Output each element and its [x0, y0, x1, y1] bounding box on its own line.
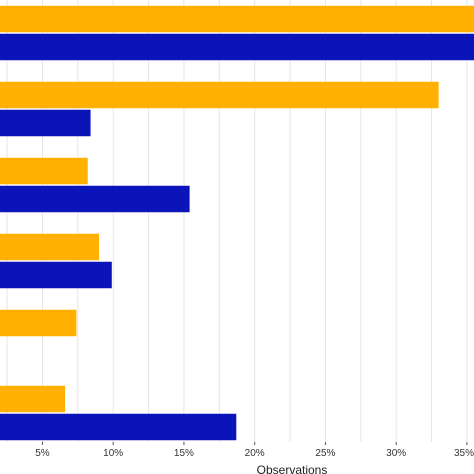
bar-blue-4: [0, 261, 112, 289]
bar-gold-5: [0, 309, 77, 337]
x-axis-title: Observations: [257, 463, 328, 474]
bar-blue-1: [0, 33, 474, 61]
x-tick-label: 30%: [386, 448, 406, 459]
x-tick-label: 35%: [454, 448, 474, 459]
bar-gold-2: [0, 81, 439, 109]
bar-blue-6: [0, 413, 237, 441]
x-tick-label: 5%: [35, 448, 50, 459]
bars: [0, 5, 474, 441]
x-tick-label: 15%: [174, 448, 194, 459]
bar-gold-6: [0, 385, 66, 413]
gridlines: [6, 0, 468, 442]
bar-blue-2: [0, 109, 91, 137]
bar-gold-3: [0, 157, 88, 185]
bar-gold-4: [0, 233, 100, 261]
x-axis-ticks: 5% 10% 15% 20% 25% 30% 35%: [35, 442, 474, 459]
bar-gold-1: [0, 5, 474, 33]
bar-blue-3: [0, 185, 190, 213]
x-tick-label: 20%: [245, 448, 265, 459]
x-tick-label: 10%: [103, 448, 123, 459]
x-tick-label: 25%: [315, 448, 335, 459]
